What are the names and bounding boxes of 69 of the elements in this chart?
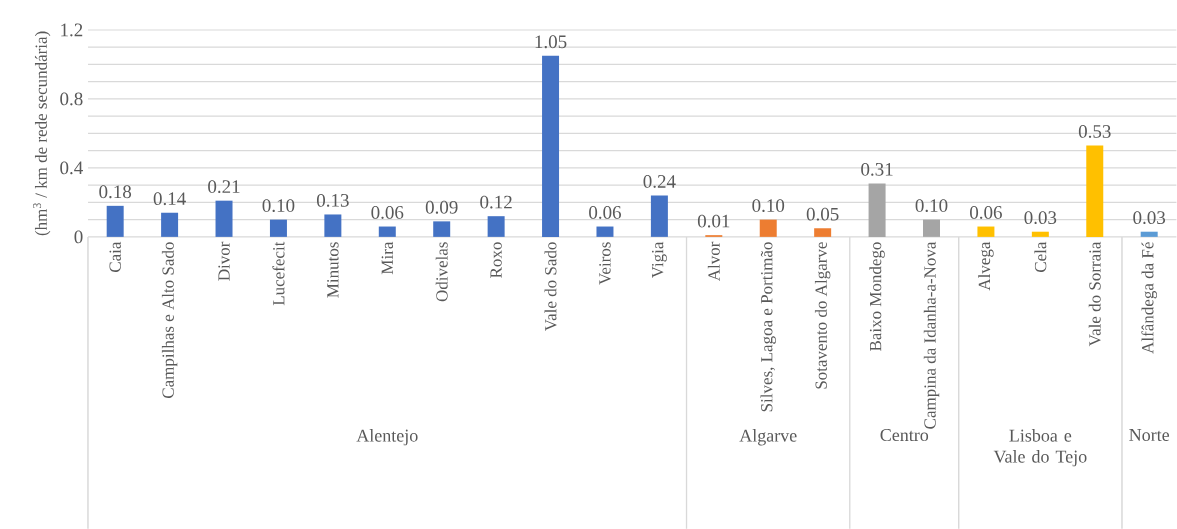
data-label: 0.05	[806, 207, 839, 221]
x-tick-label: Alvega	[978, 241, 994, 291]
text: Alentejo	[356, 428, 418, 446]
data-label: 0.21	[208, 179, 240, 193]
y-tick-label: 0.8	[60, 92, 83, 106]
x-tick-label: Baixo Mondego	[869, 241, 885, 351]
y-axis-title: (hm$^{3}$ / km de rede secundária)	[33, 31, 51, 236]
data-label: 0.31	[861, 162, 893, 176]
x-tick-label: Campina da Idanha-a-Nova	[923, 241, 940, 429]
data-label: 0.12	[480, 195, 512, 209]
data-label: 0.03	[1133, 210, 1166, 224]
bar	[650, 195, 668, 237]
bar	[433, 221, 451, 237]
bar	[868, 183, 886, 237]
data-label: 0.10	[262, 198, 295, 212]
x-tick-label: Minutos	[327, 241, 339, 298]
x-tick-label: Vigia	[651, 241, 667, 278]
bar	[487, 215, 505, 237]
x-tick-label: Divor	[218, 241, 230, 281]
data-label: 0.09	[425, 200, 458, 214]
bar	[923, 219, 940, 237]
data-label: 0.01	[697, 214, 730, 228]
x-tick-label: Alfândega da Fé	[1141, 241, 1157, 354]
bar	[814, 228, 832, 237]
bar	[596, 226, 614, 237]
bar	[215, 200, 233, 237]
x-tick-label: Campilhas e Alto Sado	[161, 241, 178, 398]
x-tick-label: Cela	[1034, 241, 1047, 272]
x-tick-label: Lucefecit	[272, 241, 285, 306]
data-label: 0.13	[316, 193, 349, 207]
data-label: 0.06	[589, 205, 622, 219]
x-tick-label: Vale do Sado	[544, 241, 557, 331]
data-label: 0.53	[1078, 124, 1111, 138]
bar	[1031, 231, 1049, 237]
y-tick-label: 1.2	[61, 23, 83, 37]
bar	[1140, 231, 1158, 237]
bar	[324, 214, 342, 237]
data-label: 0.10	[752, 198, 785, 212]
data-label: 0.03	[1024, 210, 1057, 224]
x-tick-label: Odivelas	[435, 241, 448, 302]
data-label: 0.06	[970, 205, 1002, 219]
bar	[1086, 145, 1104, 237]
x-tick-label: Vale do Sorraia	[1088, 241, 1101, 346]
x-tick-label: Roxo	[490, 241, 502, 278]
bar	[759, 219, 777, 237]
data-label: 1.05	[535, 35, 567, 49]
bar	[161, 212, 179, 237]
bar	[378, 226, 396, 237]
bar	[542, 55, 560, 237]
x-tick-label: Silves, Lagoa e Portimão	[760, 241, 776, 412]
y-tick-label: 0.4	[60, 161, 83, 175]
text: Algarve	[739, 428, 797, 446]
text: Lisboa e Vale do Tejo	[993, 428, 1087, 467]
data-label: 0.10	[915, 198, 948, 212]
x-tick-label: Caia	[109, 241, 121, 272]
data-label: 0.14	[153, 191, 186, 205]
y-tick-label: 0	[74, 230, 83, 244]
x-tick-label: Sotavento do Algarve	[814, 241, 831, 389]
x-tick-label: Veiros	[599, 241, 611, 285]
text: Norte	[1129, 428, 1170, 441]
data-label: 0.06	[371, 205, 404, 219]
data-label: 0.24	[643, 174, 676, 188]
bar	[106, 205, 124, 237]
bar	[977, 226, 995, 237]
text: Centro	[880, 428, 929, 441]
bar	[269, 219, 287, 237]
data-label: 0.18	[99, 185, 132, 199]
x-tick-label: Mira	[381, 241, 393, 274]
x-tick-label: Alvor	[707, 241, 720, 281]
